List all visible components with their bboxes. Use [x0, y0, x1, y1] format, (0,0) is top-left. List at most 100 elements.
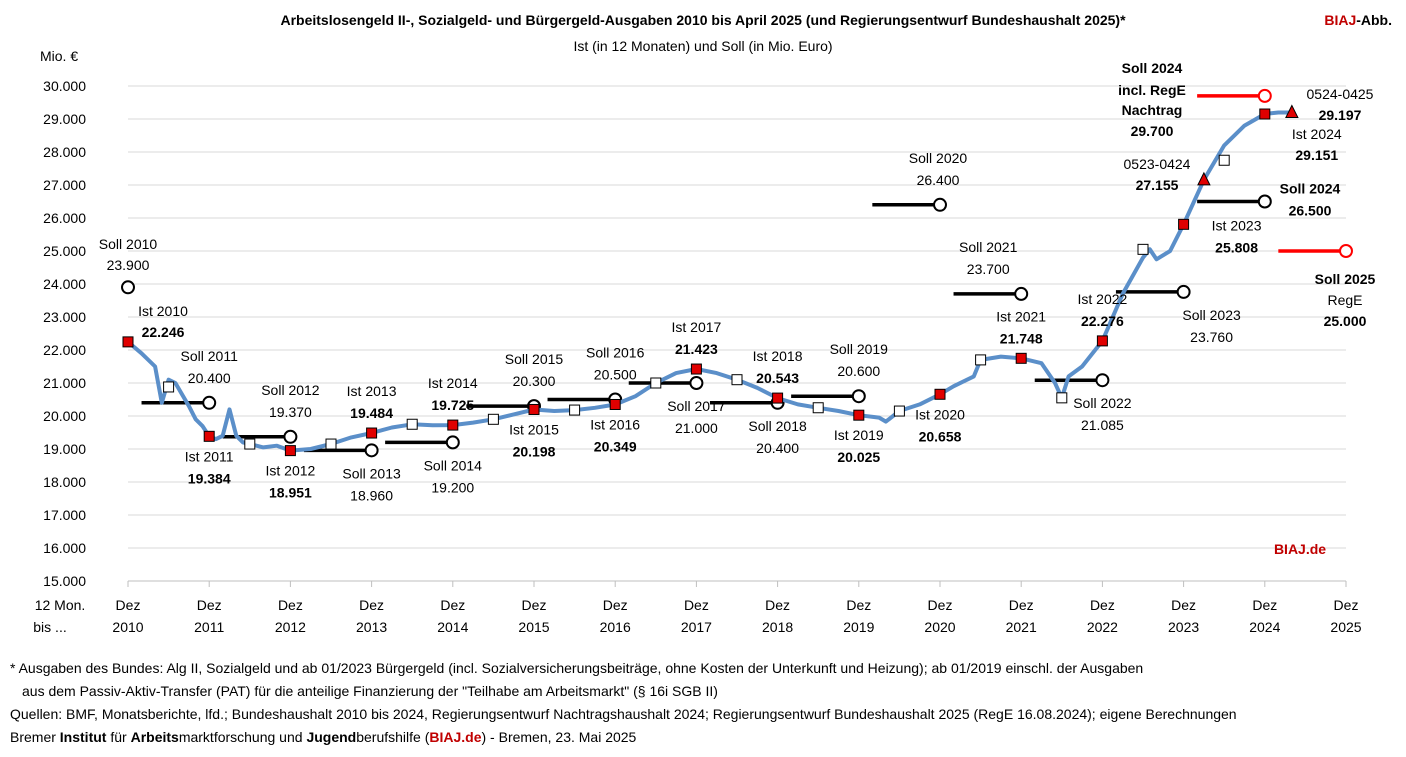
y-axis: 15.000 16.000 17.000 18.000 19.000 20.000 21.0… — [43, 78, 86, 589]
chart-canvas: 15.000 16.000 17.000 18.000 19.000 20.000 21.0… — [33, 60, 1376, 635]
x-tick-label-month: Dez — [1171, 597, 1196, 613]
triangle-label-name: 0523-0424 — [1124, 156, 1191, 172]
soll-marker — [689, 376, 704, 390]
soll-bars — [121, 88, 1353, 458]
y-tick-label: 30.000 — [43, 78, 86, 94]
ist-marker — [366, 427, 378, 439]
x-axis: Dez 2010 Dez 2011 Dez 2012 Dez 2013 Dez 2014 Dez 20… — [33, 580, 1362, 635]
inst-part: berufshilfe ( — [356, 729, 430, 745]
footnote-1: * Ausgaben des Bundes: Alg II, Sozialgel… — [10, 660, 1144, 676]
ist-label-value: 20.349 — [594, 438, 637, 454]
mid-marker — [1056, 392, 1068, 404]
ist-marker — [203, 430, 215, 442]
mid-marker — [1137, 243, 1149, 255]
x-tick-label-year: 2015 — [518, 619, 549, 635]
inst-part: ) - Bremen, 23. Mai 2025 — [481, 729, 637, 745]
soll-label-name: Soll 2022 — [1073, 395, 1132, 411]
brand-rest: -Abb. — [1356, 12, 1392, 28]
ist-label-value: 22.246 — [142, 324, 185, 340]
soll-marker — [1339, 244, 1353, 258]
chart-subtitle: Ist (in 12 Monaten) und Soll (in Mio. Eu… — [573, 38, 833, 54]
ist-label-value: 29.151 — [1295, 147, 1338, 163]
ist-label-value: 20.543 — [756, 370, 799, 386]
soll-marker — [933, 197, 947, 212]
soll-label-name: Soll 2024 — [1280, 181, 1341, 197]
soll-label-value: 29.700 — [1131, 123, 1174, 139]
ist-marker — [690, 363, 702, 375]
soll-label-name: Soll 2012 — [261, 382, 320, 398]
x-tick-label-year: 2014 — [437, 619, 468, 635]
y-tick-label: 16.000 — [43, 540, 86, 556]
x-tick-label-year: 2023 — [1168, 619, 1199, 635]
ist-label-value: 21.423 — [675, 341, 718, 357]
ist-label-name: Ist 2019 — [834, 427, 884, 443]
x-tick-label-year: 2012 — [275, 619, 306, 635]
soll-label-name: Soll 2025 — [1315, 271, 1376, 287]
inst-part: marktforschung und — [178, 729, 307, 745]
soll-label-name: Soll 2014 — [424, 457, 483, 473]
soll-label-value: 20.400 — [188, 370, 231, 386]
triangle-marker — [1197, 171, 1211, 186]
triangle-label-name: 0524-0425 — [1307, 86, 1374, 102]
soll-label-name: Nachtrag — [1122, 102, 1183, 118]
triangle-label-value: 29.197 — [1319, 107, 1362, 123]
y-tick-label: 22.000 — [43, 342, 86, 358]
ist-marker — [447, 419, 459, 431]
soll-label-name: Soll 2013 — [342, 465, 401, 481]
x-caption-2: bis ... — [33, 619, 66, 635]
soll-label-name: Soll 2018 — [748, 418, 807, 434]
ist-label-name: Ist 2013 — [347, 383, 397, 399]
watermark: BIAJ.de — [1274, 541, 1326, 557]
x-tick-label-month: Dez — [440, 597, 465, 613]
x-tick-label-year: 2013 — [356, 619, 387, 635]
ist-label-value: 20.198 — [513, 443, 556, 459]
ist-marker — [1178, 218, 1190, 230]
y-tick-label: 15.000 — [43, 573, 86, 589]
soll-marker — [1176, 284, 1191, 299]
x-tick-label-year: 2011 — [194, 619, 224, 635]
soll-marker — [202, 395, 217, 410]
mid-marker — [163, 381, 175, 393]
soll-marker — [364, 443, 379, 458]
ist-label-value: 22.276 — [1081, 313, 1124, 329]
x-tick-label-month: Dez — [1252, 597, 1277, 613]
ist-label-value: 19.384 — [188, 470, 231, 486]
x-tick-label-month: Dez — [1009, 597, 1034, 613]
mid-marker — [731, 374, 743, 386]
x-tick-label-month: Dez — [359, 597, 384, 613]
soll-marker — [1014, 286, 1029, 301]
ist-label-value: 20.025 — [837, 449, 880, 465]
x-tick-label-month: Dez — [1334, 597, 1359, 613]
soll-label-value: 26.400 — [917, 172, 960, 188]
x-tick-label-year: 2022 — [1087, 619, 1118, 635]
soll-marker — [1257, 88, 1272, 103]
mid-marker — [975, 354, 987, 366]
x-tick-label-year: 2016 — [600, 619, 631, 635]
y-tick-label: 29.000 — [43, 111, 86, 127]
soll-label-value: 20.600 — [837, 363, 880, 379]
biaj-link: BIAJ.de — [429, 729, 482, 745]
sources-note: Quellen: BMF, Monatsberichte, lfd.; Bund… — [10, 706, 1237, 722]
x-tick-label-month: Dez — [765, 597, 790, 613]
y-tick-label: 19.000 — [43, 441, 86, 457]
ist-label-name: Ist 2015 — [509, 421, 559, 437]
y-tick-label: 26.000 — [43, 210, 86, 226]
ist-label-value: 20.658 — [919, 428, 962, 444]
ist-label-name: Ist 2012 — [265, 463, 315, 479]
ist-label-name: Ist 2010 — [138, 303, 188, 319]
ist-line — [126, 110, 1294, 453]
soll-label-name: Soll 2017 — [667, 398, 726, 414]
soll-marker — [445, 435, 460, 450]
x-tick-label-month: Dez — [928, 597, 953, 613]
y-tick-label: 23.000 — [43, 309, 86, 325]
inst-part: Bremer — [10, 729, 60, 745]
y-tick-label: 18.000 — [43, 474, 86, 490]
soll-label-value: 20.300 — [513, 373, 556, 389]
soll-label-value: 23.900 — [107, 257, 150, 273]
ist-label-name: Ist 2024 — [1292, 126, 1342, 142]
ist-marker — [284, 445, 296, 457]
soll-marker — [283, 429, 298, 444]
soll-label-value: 19.370 — [269, 404, 312, 420]
ist-line-path — [126, 110, 1294, 453]
x-tick-label-year: 2018 — [762, 619, 793, 635]
